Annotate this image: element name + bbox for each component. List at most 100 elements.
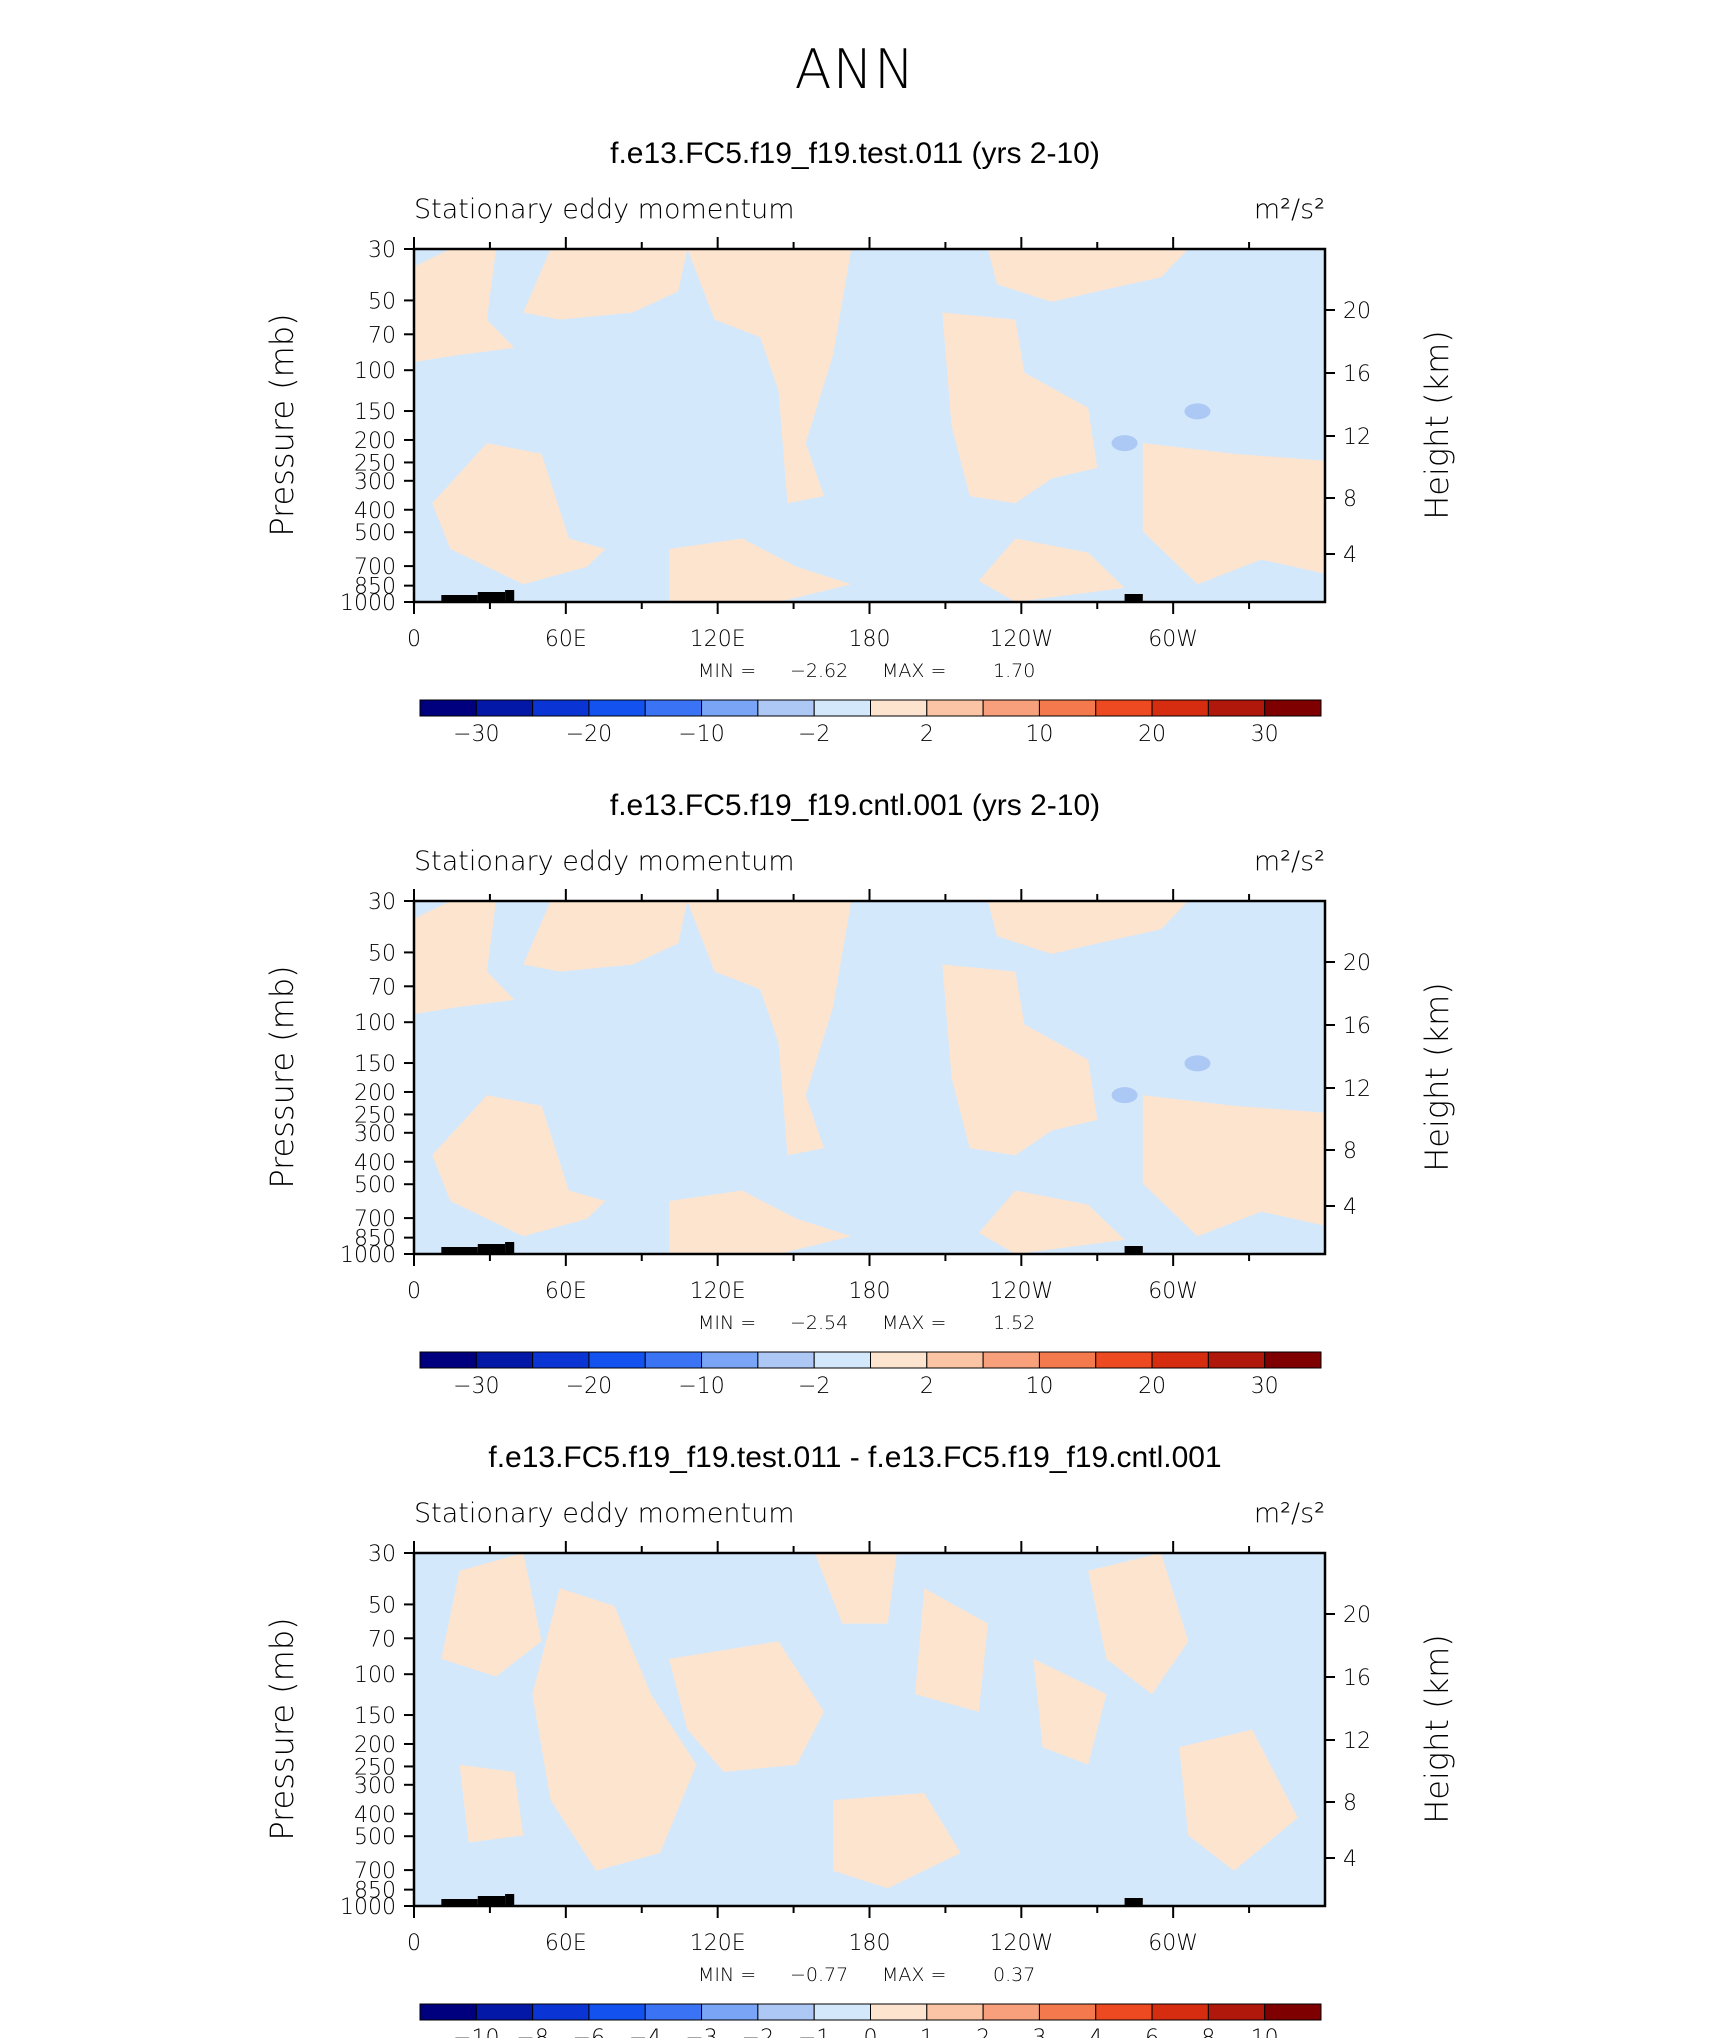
y-right-tick-label: 8 (1343, 1791, 1357, 1816)
max-value: 1.52 (993, 1312, 1035, 1334)
y-right-axis-label: Height (km) (1418, 330, 1456, 520)
colorbar-box (532, 699, 590, 717)
x-tick-label: 60W (1148, 627, 1198, 652)
colorbar-box (644, 2003, 703, 2021)
warm-region (1142, 1095, 1325, 1237)
min-value: −2.62 (790, 660, 848, 682)
colorbar-box (926, 2003, 984, 2021)
colorbar-box (1038, 1351, 1097, 1369)
panel-title: f.e13.FC5.f19_f19.test.011 - f.e13.FC5.f… (488, 1441, 1221, 1474)
y-tick-label: 30 (368, 1542, 396, 1567)
warm-region (414, 249, 515, 362)
panel-2: f.e13.FC5.f19_f19.cntl.001 (yrs 2-10) Sta… (263, 789, 1456, 1399)
colorbar-label: −10 (453, 2026, 499, 2038)
warm-region (687, 901, 852, 1156)
colorbar-box (419, 2003, 477, 2021)
colorbar-label: 20 (1138, 1374, 1166, 1399)
y-tick-label: 30 (368, 238, 396, 263)
y-tick-label: 500 (354, 1173, 396, 1198)
colorbar-box (644, 699, 703, 717)
max-label: MAX = (882, 1964, 946, 1986)
topography (477, 1896, 506, 1906)
colorbar-box (757, 1351, 815, 1369)
warm-region (414, 901, 515, 1014)
y-axis-label: Pressure (mb) (263, 1617, 301, 1840)
topography (1124, 1898, 1143, 1906)
y-right-tick-label: 8 (1343, 487, 1357, 512)
warm-region (833, 1793, 961, 1889)
warm-region (814, 1553, 897, 1624)
y-right-tick-label: 12 (1343, 1077, 1371, 1102)
left-title: Stationary eddy momentum (414, 194, 795, 225)
colorbar-box (1264, 1351, 1322, 1369)
y-right-tick-label: 4 (1343, 543, 1357, 568)
colorbar-label: −2 (798, 722, 830, 747)
y-tick-label: 300 (354, 1122, 396, 1147)
y-right-tick-label: 20 (1343, 299, 1371, 324)
y-axis-label: Pressure (mb) (263, 965, 301, 1188)
warm-region (459, 1764, 524, 1843)
colorbar-box (701, 699, 759, 717)
y-right-axis-label: Height (km) (1418, 982, 1456, 1172)
warm-region (1179, 1729, 1298, 1871)
y-right-tick-label: 16 (1343, 1014, 1371, 1039)
panel-title: f.e13.FC5.f19_f19.test.011 (yrs 2-10) (610, 137, 1100, 170)
panel-1: f.e13.FC5.f19_f19.test.011 (yrs 2-10) Sta… (263, 137, 1456, 747)
y-tick-label: 700 (354, 1859, 396, 1884)
x-tick-label: 120E (690, 1931, 746, 1956)
colorbar-label: −10 (678, 722, 724, 747)
cold-spot (1184, 1055, 1211, 1072)
colorbar-label: 30 (1251, 722, 1279, 747)
colorbar-box (1151, 2003, 1209, 2021)
warm-region (987, 249, 1189, 302)
topography (477, 1244, 506, 1254)
colorbar-label: −4 (629, 2026, 661, 2038)
colorbar-label: −6 (573, 2026, 605, 2038)
y-tick-label: 400 (354, 1803, 396, 1828)
x-tick-label: 120E (690, 1279, 746, 1304)
colorbar-label: 2 (976, 2026, 990, 2038)
colorbar-box (1264, 2003, 1322, 2021)
colorbar-box (757, 2003, 815, 2021)
colorbar-label: 8 (1201, 2026, 1215, 2038)
topography (441, 1247, 478, 1254)
topography (1124, 594, 1143, 602)
colorbar-label: 6 (1145, 2026, 1159, 2038)
units-label: m²/s² (1254, 846, 1325, 877)
colorbar-label: −8 (516, 2026, 548, 2038)
colorbar-label: 20 (1138, 722, 1166, 747)
min-label: MIN = (698, 660, 756, 682)
colorbar-label: −1 (798, 2026, 830, 2038)
y-tick-label: 850 (354, 1227, 396, 1252)
colorbar-box (1207, 1351, 1266, 1369)
colorbar-box (813, 1351, 871, 1369)
warm-region (942, 312, 1098, 504)
colorbar-label: −3 (685, 2026, 717, 2038)
units-label: m²/s² (1254, 194, 1325, 225)
y-tick-label: 250 (354, 451, 396, 476)
colorbar-box (870, 699, 928, 717)
max-label: MAX = (882, 660, 946, 682)
y-tick-label: 300 (354, 1774, 396, 1799)
colorbar-label: −10 (678, 1374, 724, 1399)
y-tick-label: 850 (354, 1879, 396, 1904)
colorbar-box (870, 2003, 928, 2021)
y-axis-label: Pressure (mb) (263, 313, 301, 536)
y-right-tick-label: 12 (1343, 425, 1371, 450)
colorbar-box (1095, 2003, 1153, 2021)
y-tick-label: 400 (354, 1151, 396, 1176)
y-right-tick-label: 20 (1343, 951, 1371, 976)
y-tick-label: 30 (368, 890, 396, 915)
colorbar-box (982, 1351, 1040, 1369)
colorbar-label: −2 (798, 1374, 830, 1399)
y-right-tick-label: 4 (1343, 1195, 1357, 1220)
y-tick-label: 70 (368, 323, 396, 348)
x-tick-label: 180 (849, 1931, 891, 1956)
colorbar-box (757, 699, 815, 717)
colorbar-box (1095, 699, 1153, 717)
y-tick-label: 1000 (340, 1243, 396, 1268)
max-label: MAX = (882, 1312, 946, 1334)
topography (441, 595, 478, 602)
y-tick-label: 70 (368, 1627, 396, 1652)
